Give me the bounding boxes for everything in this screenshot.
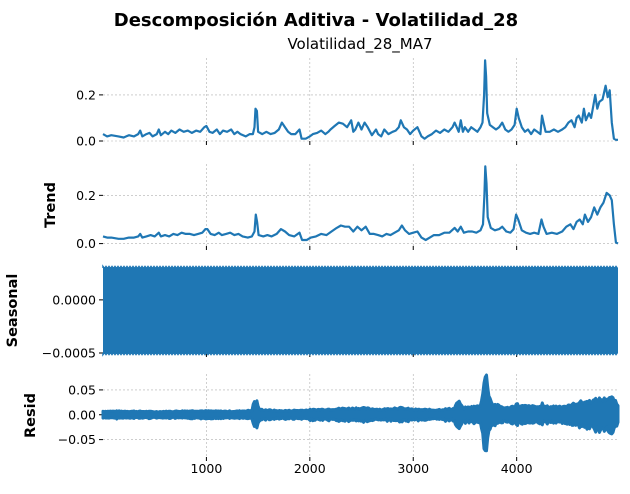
ytick-label-trend-0: 0.0 [76, 236, 96, 251]
panel-seasonal: −0.0005 0.0000 Seasonal [5, 264, 619, 361]
ylabel-seasonal: Seasonal [5, 274, 21, 348]
panel-observed: 0.0 0.2 [76, 58, 618, 149]
panel-resid: −0.05 0.00 0.05 Resid [23, 373, 620, 461]
resid-markers [101, 373, 620, 453]
ytick-label-resid-0: −0.05 [58, 432, 96, 447]
ytick-label-observed-0: 0.0 [76, 134, 96, 149]
seasonal-band [103, 268, 618, 353]
ytick-label-observed-1: 0.2 [76, 87, 96, 102]
xtick-label-2: 3000 [397, 461, 429, 476]
ylabel-resid: Resid [23, 393, 39, 438]
series-line-observed [102, 59, 618, 141]
ylabel-trend: Trend [43, 182, 59, 228]
panel-trend: 0.0 0.2 Trend [43, 164, 619, 251]
ytick-label-seasonal-0: −0.0005 [42, 346, 96, 361]
xtick-label-1: 2000 [294, 461, 326, 476]
series-line-trend [102, 165, 619, 245]
xtick-label-0: 1000 [191, 461, 223, 476]
panel-subtitle: Volatilidad_28_MA7 [287, 35, 432, 54]
seasonal-band-top-edge [102, 264, 619, 270]
x-axis: 1000 2000 3000 4000 [191, 461, 533, 476]
ytick-label-seasonal-1: 0.0000 [52, 292, 96, 307]
seasonal-band-bottom-edge [102, 351, 619, 357]
xtick-label-3: 4000 [501, 461, 533, 476]
ytick-label-resid-1: 0.00 [68, 407, 96, 422]
ytick-label-trend-1: 0.2 [76, 188, 96, 203]
figure-title: Descomposición Aditiva - Volatilidad_28 [114, 10, 518, 31]
ytick-label-resid-2: 0.05 [68, 382, 96, 397]
